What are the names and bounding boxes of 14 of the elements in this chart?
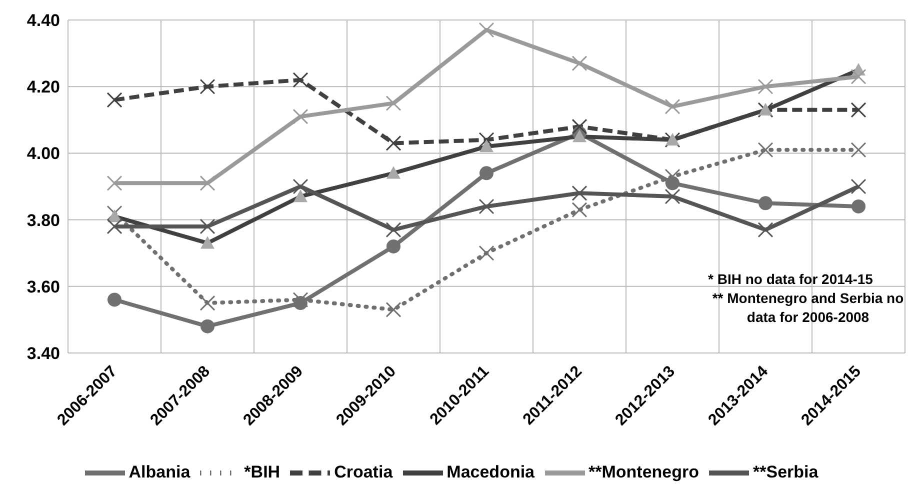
legend-label: Albania xyxy=(128,462,190,482)
legend-label: **Montenegro xyxy=(588,462,700,482)
legend-label: **Serbia xyxy=(753,462,818,482)
legend-label: Croatia xyxy=(334,462,393,482)
y-tick-label: 4.00 xyxy=(26,144,60,164)
y-tick-label: 4.40 xyxy=(26,11,60,30)
y-tick-label: 3.80 xyxy=(26,210,60,230)
annotation: * BIH no data for 2014-15 xyxy=(708,270,874,289)
y-tick-label: 3.60 xyxy=(26,277,60,296)
annotation: ** Montenegro and Serbia no data for 2006-2008 xyxy=(711,289,905,327)
y-tick-label: 3.40 xyxy=(26,344,60,364)
y-tick-label: 4.20 xyxy=(26,78,60,97)
legend-label: Macedonia xyxy=(446,462,535,482)
legend-label: *BIH xyxy=(244,462,280,482)
